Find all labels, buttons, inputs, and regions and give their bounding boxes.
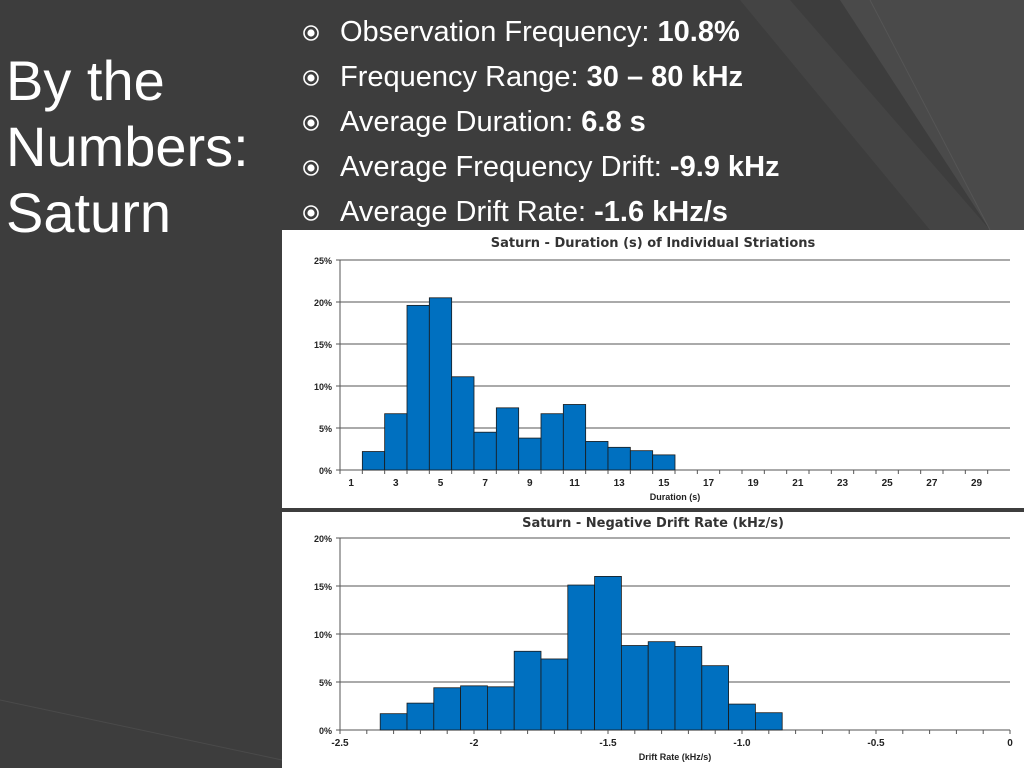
- y-tick-label: 10%: [314, 382, 332, 392]
- histogram-bar: [594, 576, 622, 731]
- x-tick-label: 9: [527, 478, 533, 489]
- stat-item: Average Drift Rate: -1.6 kHz/s: [298, 190, 780, 235]
- y-tick-label: 5%: [319, 424, 332, 434]
- duration-chart-svg: Saturn - Duration (s) of Individual Stri…: [314, 236, 1010, 502]
- x-tick-label: 17: [703, 478, 715, 489]
- histogram-bar: [701, 665, 729, 731]
- chart-title: Saturn - Negative Drift Rate (kHz/s): [522, 516, 784, 531]
- x-tick-label: -1.5: [599, 738, 617, 749]
- stat-item: Average Duration: 6.8 s: [298, 100, 780, 145]
- circle-bullet-icon: [303, 115, 319, 131]
- stats-list: Observation Frequency: 10.8% Frequency R…: [298, 10, 780, 235]
- x-tick-label: 1: [348, 478, 354, 489]
- x-tick-label: 21: [792, 478, 804, 489]
- histogram-bar: [384, 413, 408, 471]
- histogram-bar: [406, 702, 435, 731]
- stat-label: Observation Frequency:: [340, 16, 650, 48]
- histogram-bar: [379, 713, 408, 731]
- histogram-bar: [486, 686, 515, 731]
- stat-value: -9.9 kHz: [669, 151, 780, 183]
- stat-label: Average Drift Rate:: [340, 196, 587, 228]
- stat-value: -1.6 kHz/s: [594, 196, 728, 228]
- histogram-bar: [451, 376, 475, 471]
- histogram-bar: [495, 407, 520, 471]
- drift-rate-chart-svg: Saturn - Negative Drift Rate (kHz/s) 0% 5%…: [314, 516, 1013, 762]
- x-tick-label: 0: [1007, 738, 1013, 749]
- histogram-bar: [540, 658, 569, 731]
- title-line: By the: [6, 49, 165, 112]
- y-tick-label: 15%: [314, 582, 332, 592]
- x-tick-label: 13: [614, 478, 626, 489]
- circle-bullet-icon: [303, 70, 319, 86]
- duration-histogram: Saturn - Duration (s) of Individual Stri…: [282, 230, 1024, 508]
- histogram-bar: [428, 297, 453, 471]
- histogram-bar: [433, 687, 462, 731]
- stat-item: Observation Frequency: 10.8%: [298, 10, 780, 55]
- histogram-bar: [728, 703, 756, 731]
- stat-label: Frequency Range:: [340, 61, 579, 93]
- histogram-bar: [620, 645, 649, 731]
- histogram-bar: [361, 451, 386, 471]
- y-tick-label: 5%: [319, 678, 332, 688]
- stat-label: Average Duration:: [340, 106, 574, 138]
- y-tick-label: 20%: [314, 534, 332, 544]
- x-tick-label: 5: [438, 478, 444, 489]
- histogram-bar: [585, 441, 609, 471]
- histogram-bar: [607, 446, 631, 471]
- x-tick-label: 29: [971, 478, 983, 489]
- x-tick-label: -2: [470, 738, 479, 749]
- stat-item: Average Frequency Drift: -9.9 kHz: [298, 145, 780, 190]
- y-tick-label: 25%: [314, 256, 332, 266]
- stat-item: Frequency Range: 30 – 80 kHz: [298, 55, 780, 100]
- histogram-bar: [567, 584, 595, 731]
- x-tick-label: -1.0: [733, 738, 751, 749]
- y-tick-label: 0%: [319, 466, 332, 476]
- y-tick-label: 20%: [314, 298, 332, 308]
- x-tick-label: 3: [393, 478, 399, 489]
- x-tick-label: 7: [482, 478, 488, 489]
- x-tick-label: -2.5: [331, 738, 349, 749]
- stat-value: 30 – 80 kHz: [586, 61, 744, 93]
- chart-title: Saturn - Duration (s) of Individual Stri…: [491, 236, 816, 251]
- stat-value: 10.8%: [657, 16, 740, 48]
- histogram-bar: [460, 685, 488, 731]
- y-tick-label: 0%: [319, 726, 332, 736]
- x-tick-label: 11: [569, 478, 580, 489]
- title-line: Saturn: [6, 181, 171, 244]
- x-tick-label: 15: [658, 478, 670, 489]
- x-tick-label: 23: [837, 478, 849, 489]
- title-line: Numbers:: [6, 115, 249, 178]
- y-tick-label: 10%: [314, 630, 332, 640]
- x-tick-label: 19: [748, 478, 760, 489]
- histogram-bar: [652, 454, 676, 471]
- histogram-bar: [540, 413, 564, 471]
- y-tick-label: 15%: [314, 340, 332, 350]
- circle-bullet-icon: [303, 25, 319, 41]
- histogram-bar: [562, 404, 587, 471]
- histogram-bar: [647, 641, 676, 731]
- drift-rate-histogram: Saturn - Negative Drift Rate (kHz/s) 0% 5%…: [282, 512, 1024, 768]
- histogram-bar: [473, 431, 497, 471]
- histogram-bar: [674, 646, 703, 731]
- circle-bullet-icon: [303, 205, 319, 221]
- circle-bullet-icon: [303, 160, 319, 176]
- stat-label: Average Frequency Drift:: [340, 151, 662, 183]
- x-axis-label: Duration (s): [650, 492, 701, 502]
- histogram-bar: [518, 437, 542, 471]
- x-tick-label: -0.5: [867, 738, 885, 749]
- stat-value: 6.8 s: [581, 106, 646, 138]
- histogram-bar: [406, 304, 430, 471]
- histogram-bar: [754, 712, 783, 731]
- histogram-bar: [629, 450, 654, 471]
- x-axis-label: Drift Rate (kHz/s): [639, 752, 712, 762]
- x-tick-label: 27: [926, 478, 938, 489]
- histogram-bar: [513, 650, 542, 731]
- slide-title: By the Numbers: Saturn: [6, 48, 286, 246]
- x-tick-label: 25: [882, 478, 894, 489]
